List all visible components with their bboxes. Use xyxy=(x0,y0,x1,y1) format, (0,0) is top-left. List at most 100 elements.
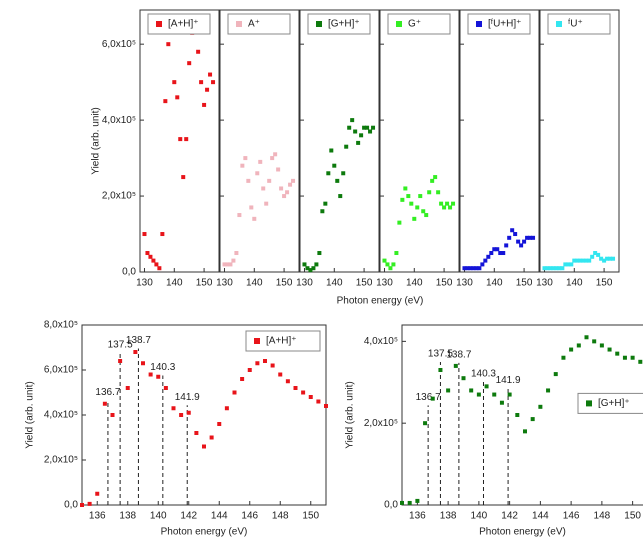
y-tick-label: 0,0 xyxy=(122,267,136,278)
plot-frame xyxy=(299,9,380,273)
data-point xyxy=(208,72,213,77)
data-point xyxy=(560,266,565,271)
data-point xyxy=(433,175,438,180)
data-point xyxy=(442,205,447,210)
data-point xyxy=(474,266,479,271)
data-point xyxy=(421,209,426,214)
data-point xyxy=(240,377,245,381)
y-tick-label: 4,0x10⁵ xyxy=(44,410,78,421)
data-point xyxy=(356,140,361,145)
data-point xyxy=(599,343,604,348)
data-point xyxy=(545,266,550,271)
data-point xyxy=(141,361,145,366)
data-point xyxy=(285,190,290,195)
data-point xyxy=(436,190,441,195)
data-point xyxy=(166,42,171,47)
data-point xyxy=(465,266,470,271)
data-point xyxy=(525,235,530,240)
legend-box xyxy=(577,392,643,414)
y-tick-label: 8,0x10⁵ xyxy=(44,320,78,331)
data-point xyxy=(332,163,337,168)
data-point xyxy=(605,256,610,261)
annotation-label: 137.5 xyxy=(428,349,453,360)
data-point xyxy=(87,501,92,506)
data-point xyxy=(427,190,432,195)
data-point xyxy=(407,500,412,505)
x-tick-label: 130 xyxy=(296,278,313,289)
data-point xyxy=(311,266,316,271)
x-tick-label: 146 xyxy=(563,511,580,522)
data-point xyxy=(199,80,204,85)
data-point xyxy=(273,152,278,157)
legend-label: [G+H]⁺ xyxy=(598,398,630,409)
annotation-label: 136.7 xyxy=(95,387,120,398)
data-point xyxy=(531,235,536,240)
data-point xyxy=(461,376,466,381)
data-point xyxy=(575,258,580,263)
annotation-label: 140.3 xyxy=(150,362,175,373)
annotation-label: 141.9 xyxy=(175,392,200,403)
data-point xyxy=(406,194,411,199)
data-point xyxy=(554,266,559,271)
data-point xyxy=(285,379,290,384)
x-tick-label: 146 xyxy=(241,511,258,522)
x-tick-label: 130 xyxy=(376,278,393,289)
data-point xyxy=(448,205,453,210)
x-axis-label: Photon energy (eV) xyxy=(161,527,248,538)
x-tick-label: 140 xyxy=(150,511,167,522)
data-point xyxy=(630,355,635,360)
y-axis-label: Yield (arb. unit) xyxy=(25,381,36,448)
legend-box xyxy=(467,13,531,35)
data-point xyxy=(163,386,168,390)
data-point xyxy=(548,266,553,271)
data-point xyxy=(415,205,420,210)
data-point xyxy=(486,254,491,259)
data-point xyxy=(278,372,283,377)
x-tick-label: 150 xyxy=(302,511,319,522)
x-tick-label: 150 xyxy=(196,278,213,289)
data-point xyxy=(418,194,423,199)
data-point xyxy=(400,500,404,505)
x-tick-label: 148 xyxy=(594,511,611,522)
data-point xyxy=(261,186,266,191)
data-point xyxy=(249,205,254,210)
data-point xyxy=(453,363,458,368)
legend-label: [G+H]⁺ xyxy=(328,19,360,30)
data-point xyxy=(125,386,130,390)
data-point xyxy=(252,216,257,221)
data-point xyxy=(611,256,616,261)
data-point xyxy=(187,61,192,66)
data-point xyxy=(205,87,210,92)
annotation-label: 138.7 xyxy=(446,349,471,360)
x-tick-label: 140 xyxy=(166,278,183,289)
data-point xyxy=(225,262,230,267)
data-point xyxy=(231,258,236,263)
legend-swatch xyxy=(556,21,562,27)
data-point xyxy=(160,232,165,237)
data-point xyxy=(202,102,207,107)
data-point xyxy=(196,49,201,54)
data-point xyxy=(499,400,504,405)
data-point xyxy=(608,256,613,261)
y-tick-label: 2,0x10⁵ xyxy=(102,191,136,202)
data-point xyxy=(365,125,370,130)
data-point xyxy=(353,129,358,134)
data-point xyxy=(276,167,281,172)
data-point xyxy=(566,262,571,267)
legend-box xyxy=(245,330,321,352)
x-tick-label: 138 xyxy=(440,511,457,522)
data-point xyxy=(462,266,467,271)
data-point xyxy=(397,220,402,225)
data-point xyxy=(194,431,199,435)
data-point xyxy=(263,359,267,363)
x-tick-label: 150 xyxy=(276,278,293,289)
legend-swatch xyxy=(586,400,592,407)
x-tick-label: 130 xyxy=(136,278,153,289)
data-point xyxy=(211,80,216,85)
data-point xyxy=(638,359,643,364)
data-point xyxy=(424,213,429,218)
data-point xyxy=(270,363,275,368)
data-point xyxy=(118,359,123,363)
data-point xyxy=(202,444,206,449)
legend-label: [A+H]⁺ xyxy=(266,336,297,347)
